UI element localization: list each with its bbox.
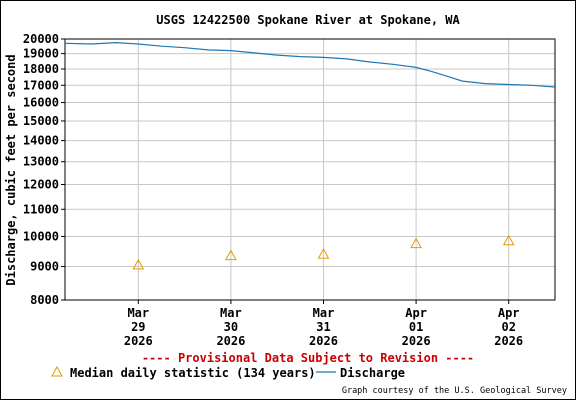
x-tick-label: 02 — [501, 320, 515, 334]
x-tick-label: Mar — [313, 306, 335, 320]
x-tick-label: 30 — [224, 320, 238, 334]
median-point — [317, 248, 330, 259]
y-tick-label: 16000 — [23, 96, 59, 110]
y-tick-label: 8000 — [30, 293, 59, 307]
x-tick-label: 29 — [131, 320, 145, 334]
y-tick-label: 14000 — [23, 134, 59, 148]
y-tick-label: 18000 — [23, 62, 59, 76]
x-tick-label: Apr — [405, 306, 427, 320]
y-tick-label: 20000 — [23, 32, 59, 46]
y-tick-label: 11000 — [23, 202, 59, 216]
series-layer — [64, 41, 556, 270]
y-tick-label: 19000 — [23, 47, 59, 61]
legend-discharge-label: Discharge — [340, 366, 405, 380]
discharge-line — [64, 41, 556, 88]
x-tick-label: 2026 — [494, 334, 523, 348]
y-axis-label: Discharge, cubic feet per second — [4, 54, 18, 285]
x-tick-label: Mar — [220, 306, 242, 320]
y-tick-label: 15000 — [23, 114, 59, 128]
legend-median-marker — [51, 365, 63, 377]
median-point — [225, 249, 237, 261]
x-tick-label: 2026 — [124, 334, 153, 348]
y-tick-label: 12000 — [23, 178, 59, 192]
graph-credit: Graph courtesy of the U.S. Geological Su… — [342, 386, 567, 396]
median-point — [410, 237, 422, 249]
median-point — [502, 234, 515, 246]
y-tick-label: 9000 — [30, 259, 59, 273]
x-tick-label: 01 — [409, 320, 423, 334]
x-tick-label: Mar — [127, 306, 149, 320]
x-tick-label: Apr — [498, 306, 520, 320]
x-tick-label: 2026 — [402, 334, 431, 348]
y-tick-label: 17000 — [23, 78, 59, 92]
x-axis: Mar292026Mar302026Mar312026Apr012026Apr0… — [124, 300, 523, 348]
median-point — [132, 258, 145, 270]
y-axis: 8000 9000 10000 11000 12000 13000 14000 15000 16… — [23, 32, 65, 307]
chart-title: USGS 12422500 Spokane River at Spokane, … — [156, 13, 460, 27]
y-tick-label: 10000 — [23, 229, 59, 243]
plot-area — [64, 38, 556, 301]
x-tick-label: 2026 — [309, 334, 338, 348]
y-tick-label: 13000 — [23, 155, 59, 169]
legend: Median daily statistic (134 years) Disch… — [51, 365, 405, 380]
provisional-notice: ---- Provisional Data Subject to Revisio… — [142, 351, 474, 365]
x-tick-label: 31 — [316, 320, 330, 334]
legend-median-label: Median daily statistic (134 years) — [70, 366, 316, 380]
x-tick-label: 2026 — [216, 334, 245, 348]
